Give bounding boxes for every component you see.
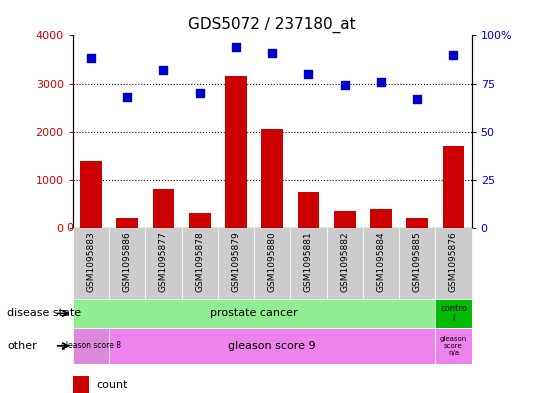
Point bbox=[413, 96, 421, 102]
Point bbox=[123, 94, 132, 100]
Text: gleason
score
n/a: gleason score n/a bbox=[440, 336, 467, 356]
Bar bbox=[225, 76, 247, 228]
Bar bbox=[218, 228, 254, 299]
Text: 0: 0 bbox=[66, 223, 73, 233]
Bar bbox=[334, 211, 356, 228]
Point bbox=[195, 90, 204, 96]
Bar bbox=[261, 129, 283, 228]
Bar bbox=[73, 376, 89, 393]
Point bbox=[304, 71, 313, 77]
Bar bbox=[363, 228, 399, 299]
Point bbox=[377, 79, 385, 85]
Text: count: count bbox=[96, 380, 128, 389]
Text: GSM1095876: GSM1095876 bbox=[449, 231, 458, 292]
Text: GSM1095885: GSM1095885 bbox=[413, 231, 421, 292]
Bar bbox=[327, 228, 363, 299]
Text: GSM1095878: GSM1095878 bbox=[195, 231, 204, 292]
Bar bbox=[189, 213, 211, 228]
Text: disease state: disease state bbox=[8, 309, 81, 318]
Text: gleason score 9: gleason score 9 bbox=[229, 341, 316, 351]
Point bbox=[341, 82, 349, 88]
Point bbox=[87, 55, 95, 62]
Text: GSM1095879: GSM1095879 bbox=[231, 231, 240, 292]
Text: GSM1095881: GSM1095881 bbox=[304, 231, 313, 292]
Bar bbox=[406, 218, 428, 228]
Bar bbox=[436, 328, 472, 364]
Point bbox=[449, 51, 458, 58]
Bar bbox=[291, 228, 327, 299]
Bar bbox=[436, 299, 472, 328]
Bar bbox=[370, 209, 392, 228]
Title: GDS5072 / 237180_at: GDS5072 / 237180_at bbox=[189, 17, 356, 33]
Bar bbox=[109, 228, 146, 299]
Bar bbox=[298, 192, 319, 228]
Bar bbox=[116, 218, 138, 228]
Bar bbox=[153, 189, 174, 228]
Text: GSM1095877: GSM1095877 bbox=[159, 231, 168, 292]
Text: GSM1095882: GSM1095882 bbox=[340, 231, 349, 292]
Point bbox=[159, 67, 168, 73]
Point bbox=[268, 50, 277, 56]
Bar bbox=[399, 228, 436, 299]
Text: GSM1095886: GSM1095886 bbox=[123, 231, 132, 292]
Bar bbox=[436, 228, 472, 299]
Bar bbox=[73, 228, 109, 299]
Bar bbox=[254, 228, 291, 299]
Text: GSM1095883: GSM1095883 bbox=[86, 231, 95, 292]
Bar bbox=[80, 160, 102, 228]
Text: contro
l: contro l bbox=[440, 304, 467, 323]
Bar bbox=[182, 228, 218, 299]
Bar bbox=[109, 328, 436, 364]
Bar bbox=[443, 146, 465, 228]
Point bbox=[232, 44, 240, 50]
Text: other: other bbox=[8, 341, 37, 351]
Text: GSM1095880: GSM1095880 bbox=[268, 231, 277, 292]
Text: gleason score 8: gleason score 8 bbox=[61, 342, 121, 350]
Bar bbox=[146, 228, 182, 299]
Bar bbox=[73, 328, 109, 364]
Text: prostate cancer: prostate cancer bbox=[210, 309, 298, 318]
Text: GSM1095884: GSM1095884 bbox=[376, 231, 385, 292]
